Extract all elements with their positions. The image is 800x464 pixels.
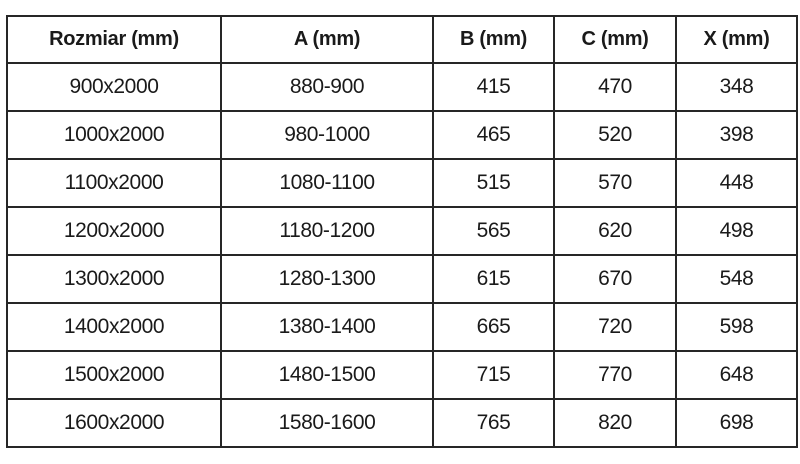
table-header-row: Rozmiar (mm) A (mm) B (mm) C (mm) X (mm): [6, 15, 798, 64]
size-spec-table: Rozmiar (mm) A (mm) B (mm) C (mm) X (mm)…: [6, 15, 798, 448]
cell-b: 765: [432, 398, 555, 448]
cell-c: 720: [553, 302, 677, 352]
cell-c: 470: [553, 62, 677, 112]
cell-a: 1480-1500: [220, 350, 434, 400]
column-header-a: A (mm): [220, 15, 434, 64]
cell-b: 465: [432, 110, 555, 160]
cell-x: 548: [675, 254, 798, 304]
cell-c: 820: [553, 398, 677, 448]
cell-a: 1080-1100: [220, 158, 434, 208]
table-row: 1400x2000 1380-1400 665 720 598: [6, 302, 798, 352]
cell-b: 615: [432, 254, 555, 304]
cell-a: 1180-1200: [220, 206, 434, 256]
cell-c: 670: [553, 254, 677, 304]
cell-c: 620: [553, 206, 677, 256]
cell-rozmiar: 1500x2000: [6, 350, 222, 400]
cell-c: 520: [553, 110, 677, 160]
cell-a: 1280-1300: [220, 254, 434, 304]
cell-x: 598: [675, 302, 798, 352]
table-body: 900x2000 880-900 415 470 348 1000x2000 9…: [6, 62, 798, 448]
cell-a: 980-1000: [220, 110, 434, 160]
table-row: 900x2000 880-900 415 470 348: [6, 62, 798, 112]
cell-x: 348: [675, 62, 798, 112]
table-row: 1000x2000 980-1000 465 520 398: [6, 110, 798, 160]
column-header-b: B (mm): [432, 15, 555, 64]
table-row: 1600x2000 1580-1600 765 820 698: [6, 398, 798, 448]
table-row: 1200x2000 1180-1200 565 620 498: [6, 206, 798, 256]
cell-rozmiar: 1600x2000: [6, 398, 222, 448]
column-header-rozmiar: Rozmiar (mm): [6, 15, 222, 64]
cell-a: 880-900: [220, 62, 434, 112]
cell-rozmiar: 1300x2000: [6, 254, 222, 304]
cell-x: 648: [675, 350, 798, 400]
cell-rozmiar: 1400x2000: [6, 302, 222, 352]
cell-x: 448: [675, 158, 798, 208]
cell-x: 398: [675, 110, 798, 160]
cell-a: 1380-1400: [220, 302, 434, 352]
cell-b: 665: [432, 302, 555, 352]
column-header-c: C (mm): [553, 15, 677, 64]
table-row: 1500x2000 1480-1500 715 770 648: [6, 350, 798, 400]
cell-rozmiar: 900x2000: [6, 62, 222, 112]
cell-rozmiar: 1000x2000: [6, 110, 222, 160]
cell-x: 698: [675, 398, 798, 448]
cell-a: 1580-1600: [220, 398, 434, 448]
table-row: 1100x2000 1080-1100 515 570 448: [6, 158, 798, 208]
table-row: 1300x2000 1280-1300 615 670 548: [6, 254, 798, 304]
cell-b: 565: [432, 206, 555, 256]
cell-rozmiar: 1100x2000: [6, 158, 222, 208]
cell-c: 770: [553, 350, 677, 400]
cell-b: 415: [432, 62, 555, 112]
cell-b: 715: [432, 350, 555, 400]
cell-b: 515: [432, 158, 555, 208]
column-header-x: X (mm): [675, 15, 798, 64]
cell-rozmiar: 1200x2000: [6, 206, 222, 256]
cell-x: 498: [675, 206, 798, 256]
cell-c: 570: [553, 158, 677, 208]
